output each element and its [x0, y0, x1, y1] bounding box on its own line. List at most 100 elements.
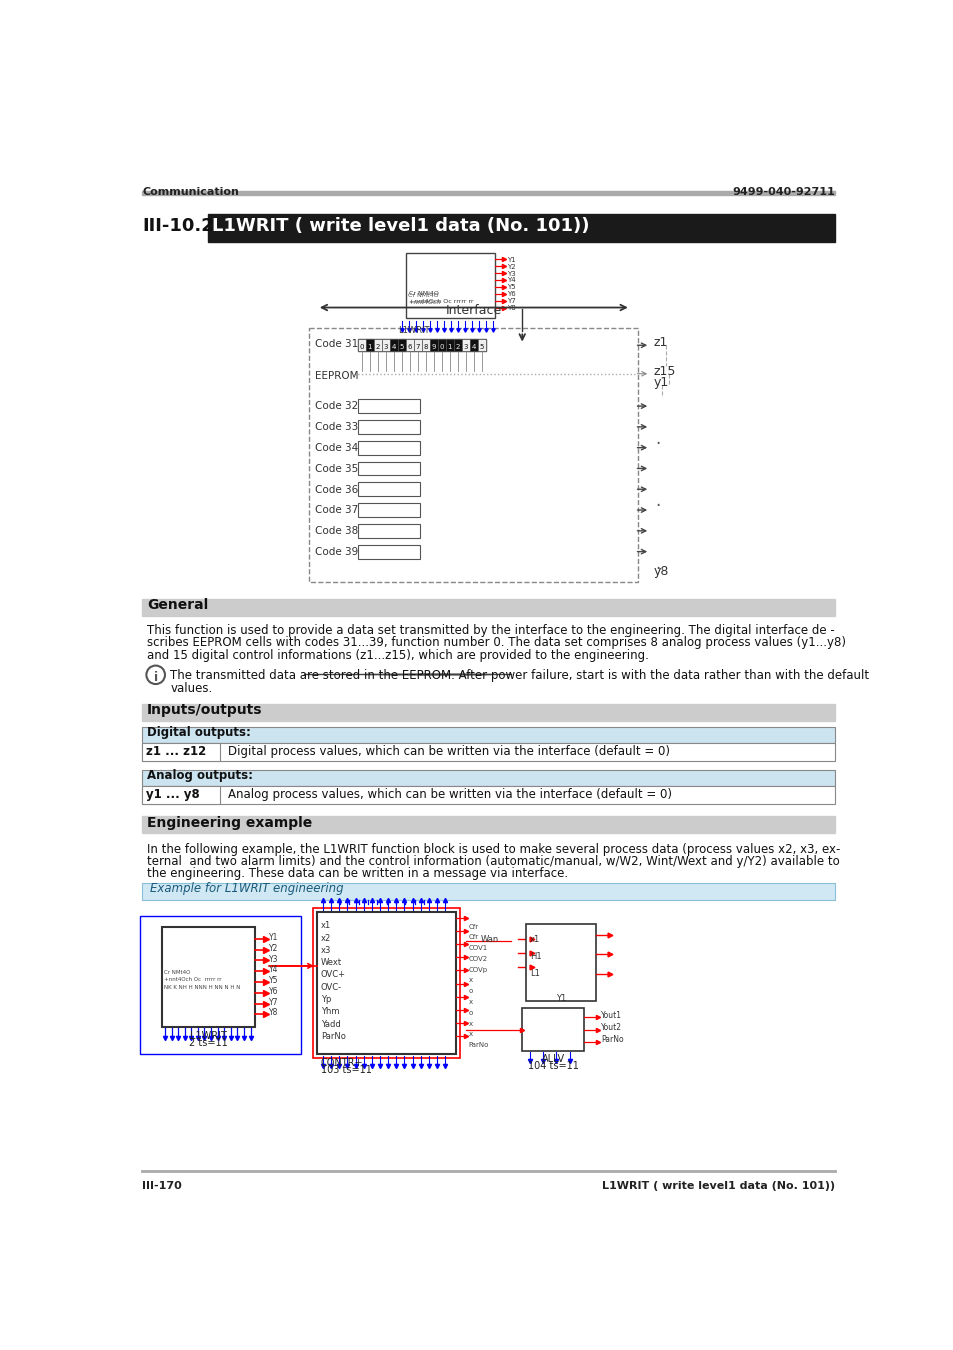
Text: 1: 1	[367, 344, 372, 350]
Text: 2: 2	[375, 344, 379, 350]
Bar	[142, 728, 835, 743]
Bar	[140, 915, 301, 1054]
Text: 0: 0	[439, 344, 444, 350]
Text: 0: 0	[359, 344, 364, 350]
Bar	[437, 339, 445, 351]
Bar	[142, 192, 835, 196]
Bar	[430, 339, 437, 351]
Bar	[357, 420, 419, 433]
Text: 5: 5	[479, 344, 483, 350]
Text: Y3: Y3	[269, 954, 278, 964]
Text: General: General	[147, 598, 208, 613]
Text: The transmitted data are stored in the EEPROM. After power failure, start is wit: The transmitted data are stored in the E…	[171, 670, 868, 683]
Text: ALLV: ALLV	[541, 1053, 564, 1064]
Text: Wan: Wan	[480, 936, 499, 944]
Text: Code 33: Code 33	[315, 423, 358, 432]
Text: x1: x1	[320, 921, 331, 930]
Text: Y7: Y7	[506, 298, 515, 304]
Bar	[366, 339, 374, 351]
Text: EEPROM: EEPROM	[315, 371, 358, 382]
Text: 2: 2	[456, 344, 459, 350]
Bar	[309, 328, 638, 582]
Bar	[208, 215, 835, 242]
Text: Analog outputs:: Analog outputs:	[147, 769, 253, 782]
Bar	[142, 786, 835, 805]
Text: Interface: Interface	[445, 304, 501, 317]
Bar	[461, 339, 469, 351]
Text: Y6: Y6	[269, 987, 278, 996]
Text: III-170: III-170	[142, 1181, 182, 1191]
Bar	[397, 339, 405, 351]
Text: Y6: Y6	[506, 292, 515, 297]
Text: Yhm: Yhm	[320, 1007, 339, 1017]
Bar	[357, 462, 419, 475]
Text: Code 37: Code 37	[315, 505, 358, 516]
Bar	[414, 339, 421, 351]
Bar	[357, 400, 419, 413]
Text: 5: 5	[399, 344, 404, 350]
Text: Y1: Y1	[556, 995, 565, 1003]
Text: COVp: COVp	[468, 967, 487, 972]
Text: Code 35: Code 35	[315, 464, 358, 474]
Text: Y1: Y1	[269, 933, 278, 942]
Text: y1 ... y8: y1 ... y8	[146, 788, 200, 802]
Text: Yout1: Yout1	[600, 1011, 621, 1019]
Bar	[405, 339, 414, 351]
Text: Y2: Y2	[269, 944, 278, 953]
Text: H1: H1	[530, 952, 541, 961]
Text: 8: 8	[423, 344, 428, 350]
Text: Wext: Wext	[320, 958, 341, 967]
Text: Digital outputs:: Digital outputs:	[147, 726, 251, 738]
Text: Yp: Yp	[320, 995, 331, 1004]
Bar	[406, 252, 495, 319]
Text: 2 ts=11: 2 ts=11	[189, 1038, 228, 1048]
Text: ternal  and two alarm limits) and the control information (automatic/manual, w/W: ternal and two alarm limits) and the con…	[147, 855, 839, 868]
Text: 3: 3	[463, 344, 468, 350]
Bar	[142, 883, 835, 899]
Bar	[357, 440, 419, 455]
Text: o: o	[468, 988, 473, 994]
Bar	[374, 339, 381, 351]
Text: COV1: COV1	[468, 945, 488, 952]
Text: Y4: Y4	[506, 278, 515, 283]
Text: i: i	[153, 671, 157, 684]
Text: z1: z1	[654, 336, 668, 350]
Text: Y3: Y3	[506, 270, 515, 277]
Bar	[142, 817, 835, 833]
Text: 4: 4	[471, 344, 476, 350]
Bar	[421, 339, 430, 351]
Text: 1: 1	[447, 344, 452, 350]
Text: 4: 4	[392, 344, 395, 350]
Bar	[142, 786, 220, 805]
Bar	[142, 599, 835, 617]
Text: the engineering. These data can be written in a message via interface.: the engineering. These data can be writt…	[147, 867, 568, 880]
Text: Digital process values, which can be written via the interface (default = 0): Digital process values, which can be wri…	[228, 745, 669, 759]
Text: +nnt4Och Oc rrrrr rr: +nnt4Och Oc rrrrr rr	[409, 300, 473, 304]
Text: Y5: Y5	[506, 285, 515, 290]
Bar	[142, 771, 835, 786]
Bar	[142, 705, 835, 721]
Bar	[525, 923, 596, 1000]
Text: Code 31: Code 31	[315, 339, 358, 350]
Text: z15: z15	[654, 364, 676, 378]
Bar	[454, 339, 461, 351]
Bar	[521, 1008, 583, 1050]
Bar	[162, 927, 254, 1027]
Text: In the following example, the L1WRIT function block is used to make several proc: In the following example, the L1WRIT fun…	[147, 842, 840, 856]
Text: x: x	[468, 999, 473, 1004]
Bar	[357, 339, 485, 351]
Text: Code 32: Code 32	[315, 401, 358, 412]
Text: This function is used to provide a data set transmitted by the interface to the : This function is used to provide a data …	[147, 624, 834, 637]
Text: o: o	[468, 1010, 473, 1015]
Text: Y8: Y8	[506, 305, 515, 312]
Bar	[469, 339, 477, 351]
Text: L1WRIT ( write level1 data (No. 101)): L1WRIT ( write level1 data (No. 101))	[212, 217, 589, 235]
Text: Cr NMt4O: Cr NMt4O	[408, 293, 438, 298]
Text: Cfr: Cfr	[468, 934, 478, 941]
Bar	[390, 339, 397, 351]
Text: Yout2: Yout2	[600, 1023, 621, 1033]
Text: 104 ts=11: 104 ts=11	[527, 1061, 578, 1072]
Text: +nnt4Och Oc  rrrrr rr: +nnt4Och Oc rrrrr rr	[164, 977, 221, 983]
Text: y1: y1	[654, 377, 669, 389]
Text: Yadd: Yadd	[320, 1019, 340, 1029]
